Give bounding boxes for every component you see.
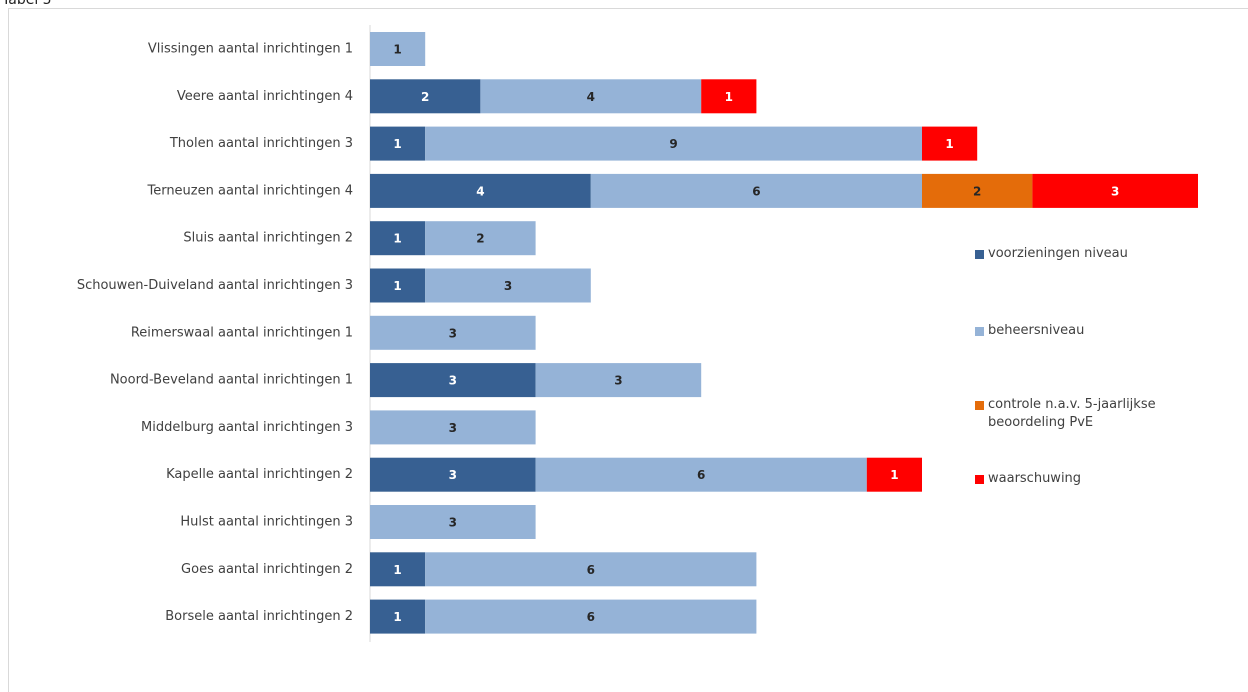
caption: Tabel 5	[2, 0, 52, 8]
legend-swatch	[975, 250, 984, 259]
bar-segment	[370, 505, 536, 539]
bar-segment	[370, 599, 426, 634]
data-label: 4	[587, 90, 595, 104]
data-label: 9	[669, 137, 677, 151]
bar-segment	[425, 552, 757, 587]
data-label: 6	[587, 563, 595, 577]
data-label: 1	[890, 468, 898, 482]
bar-segment	[370, 457, 536, 492]
legend-label: beheersniveau	[988, 323, 1085, 338]
data-label: 1	[393, 232, 401, 246]
bar-segment	[866, 457, 922, 492]
legend-swatch	[975, 327, 984, 336]
y-tick-label: Vlissingen aantal inrichtingen 1	[148, 42, 353, 57]
data-label: 6	[587, 610, 595, 624]
y-tick-label: Reimerswaal aantal inrichtingen 1	[131, 325, 353, 340]
data-label: 1	[945, 137, 953, 151]
bar-segment	[370, 126, 426, 161]
bar-segment	[701, 79, 757, 114]
y-tick-label: Middelburg aantal inrichtingen 3	[141, 420, 353, 435]
bar-segment	[370, 363, 536, 398]
y-tick-label: Veere aantal inrichtingen 4	[177, 89, 353, 104]
bar-segment	[425, 126, 922, 161]
bar-segment	[1032, 173, 1198, 208]
data-label: 2	[421, 90, 429, 104]
data-label: 3	[449, 421, 457, 435]
legend-entry: controle n.a.v. 5-jaarlijkse beoordeling…	[975, 396, 1225, 432]
legend-label: controle n.a.v. 5-jaarlijkse beoordeling…	[988, 397, 1156, 430]
legend-swatch	[975, 475, 984, 484]
bar-segment	[535, 457, 867, 492]
bar-segment	[535, 363, 702, 398]
data-label: 3	[614, 374, 622, 388]
bar-segment	[425, 221, 536, 256]
bar-segment	[590, 173, 922, 208]
bar-segment	[370, 315, 536, 350]
y-tick-label: Kapelle aantal inrichtingen 2	[166, 467, 353, 482]
data-label: 2	[476, 232, 484, 246]
data-label: 3	[504, 279, 512, 293]
legend-entry: beheersniveau	[975, 322, 1225, 340]
data-label: 3	[449, 516, 457, 530]
data-label: 1	[393, 137, 401, 151]
data-label: 3	[449, 326, 457, 340]
data-label: 1	[393, 279, 401, 293]
bar-segment	[370, 221, 426, 256]
bar-segment	[370, 173, 591, 208]
legend-label: waarschuwing	[988, 471, 1082, 486]
y-tick-label: Sluis aantal inrichtingen 2	[183, 231, 353, 246]
data-label: 1	[725, 90, 733, 104]
bar-segment	[480, 79, 702, 114]
y-tick-label: Hulst aantal inrichtingen 3	[180, 515, 353, 530]
data-label: 6	[752, 184, 760, 198]
data-label: 3	[449, 468, 457, 482]
bar-segment	[370, 32, 426, 66]
legend-label: voorzieningen niveau	[988, 246, 1128, 261]
bar-segment	[370, 79, 481, 114]
y-tick-label: Borsele aantal inrichtingen 2	[165, 609, 353, 624]
y-tick-label: Tholen aantal inrichtingen 3	[169, 136, 353, 151]
y-tick-label: Terneuzen aantal inrichtingen 4	[146, 183, 353, 198]
data-label: 6	[697, 468, 705, 482]
legend-entry: voorzieningen niveau	[975, 245, 1225, 263]
data-label: 2	[973, 184, 981, 198]
y-tick-label: Noord-Beveland aantal inrichtingen 1	[110, 373, 353, 388]
y-tick-label: Goes aantal inrichtingen 2	[181, 562, 353, 577]
bar-segment	[922, 173, 1033, 208]
data-label: 4	[476, 184, 484, 198]
bar-segment	[370, 552, 426, 587]
bar-segment	[425, 599, 757, 634]
y-tick-label: Schouwen-Duiveland aantal inrichtingen 3	[77, 278, 353, 293]
data-label: 1	[393, 563, 401, 577]
legend-entry: waarschuwing	[975, 470, 1225, 488]
data-label: 3	[449, 374, 457, 388]
data-label: 1	[393, 610, 401, 624]
bar-segment	[425, 268, 591, 303]
chart-border	[8, 8, 1248, 692]
legend-swatch	[975, 401, 984, 410]
data-label: 3	[1111, 184, 1119, 198]
bar-segment	[922, 126, 978, 161]
data-label: 1	[393, 43, 401, 57]
bar-segment	[370, 410, 536, 445]
bar-segment	[370, 268, 426, 303]
